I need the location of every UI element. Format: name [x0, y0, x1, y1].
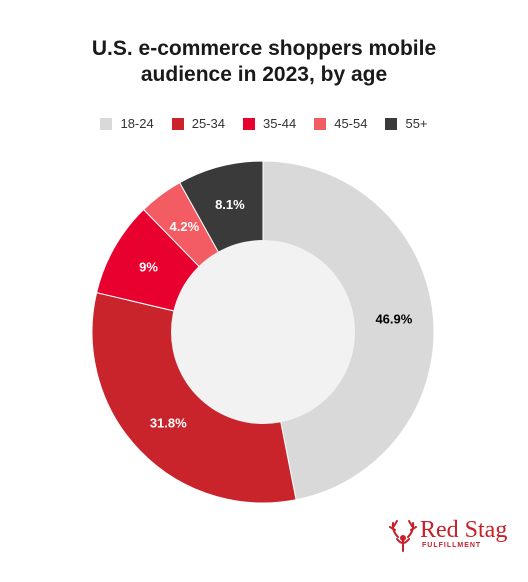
chart-title-line-2: audience in 2023, by age	[140, 63, 388, 86]
brand-logo: Red Stag FULFILLMENT	[388, 515, 508, 555]
legend-label-35-44: 35-44	[262, 116, 297, 131]
brand-name: Red Stag	[420, 517, 508, 543]
chart-legend: 18-24 25-34 35-44 45-54 55+	[0, 116, 528, 131]
legend-label-55-plus: 55+	[405, 116, 428, 131]
chart-title-line-1: U.S. e-commerce shoppers mobile	[91, 37, 437, 60]
legend-swatch-35-44	[242, 117, 255, 130]
legend-label-25-34: 25-34	[191, 116, 225, 131]
legend-item-35-44: 35-44	[242, 116, 297, 131]
legend-swatch-18-24	[100, 117, 113, 130]
legend-item-55-plus: 55+	[385, 116, 428, 131]
legend-swatch-25-34	[171, 117, 184, 130]
legend-label-45-54: 45-54	[334, 116, 368, 131]
data-label-18-24: 46.9%	[375, 312, 412, 327]
legend-item-18-24: 18-24	[100, 116, 154, 131]
legend-label-18-24: 18-24	[120, 116, 154, 131]
stag-icon	[389, 520, 417, 552]
brand-subtitle: FULFILLMENT	[422, 542, 482, 549]
legend-item-25-34: 25-34	[171, 116, 225, 131]
legend-swatch-55-plus	[385, 117, 398, 130]
data-label-45-54: 4.2%	[170, 219, 200, 234]
legend-item-45-54: 45-54	[314, 116, 367, 131]
data-label-35-44: 9%	[139, 260, 158, 275]
legend-swatch-45-54	[314, 117, 327, 130]
chart-title: U.S. e-commerce shoppers mobile audience…	[0, 36, 528, 88]
data-label-55-plus: 8.1%	[215, 197, 245, 212]
donut-hole	[171, 240, 355, 424]
data-label-25-34: 31.8%	[150, 416, 187, 431]
